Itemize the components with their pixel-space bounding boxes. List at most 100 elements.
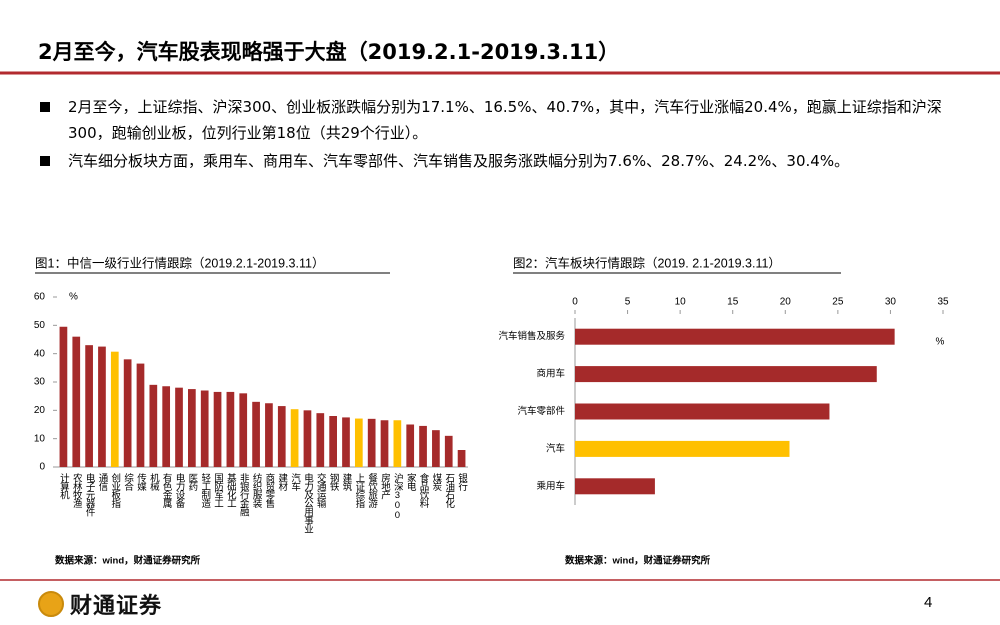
x-tick-label: 轻工制造 [199,472,211,509]
bar [290,409,299,467]
bullet: 汽车细分板块方面，乘用车、商用车、汽车零部件、汽车销售及服务涨跌幅分别为7.6%… [40,148,970,174]
bar [380,420,389,467]
logo-text: 财通证券 [70,594,163,619]
x-tick-label: 家电 [405,472,417,491]
x-tick-label: 30 [885,297,897,308]
x-tick-label: 25 [832,297,844,308]
y-tick-label: 乘用车 [536,480,565,492]
bar [457,450,466,467]
x-tick-label: 0 [572,297,578,308]
bar [575,328,895,345]
x-tick-label: 电力及公用事业 [302,472,314,533]
x-tick-label: 基础化工 [225,472,237,507]
x-tick-label: 创业板指 [109,472,121,509]
x-tick-label: 电力设备 [174,472,186,509]
y-tick-label: 汽车零部件 [517,405,565,417]
page-number: 4 [924,594,933,611]
x-tick-label: 非银行金融 [238,472,250,517]
bar [393,420,402,467]
bar [110,351,119,467]
y-tick-label: 商用车 [536,368,565,380]
bar [329,416,337,467]
bar [188,389,196,467]
x-tick-label: 35 [937,297,949,308]
bar [252,401,260,467]
bar [98,346,106,467]
bar [200,390,209,467]
x-tick-label: 农林牧渔 [71,472,83,508]
bar [239,393,248,467]
bar [575,440,790,457]
bar [136,363,145,467]
bar [162,386,171,467]
x-tick-label: 5 [625,297,631,308]
x-tick-label: 15 [727,297,739,308]
x-tick-label: 钢铁 [328,472,340,492]
x-tick-label: 煤炭 [430,472,442,492]
bar [406,424,415,467]
x-tick-label: 银行 [456,472,468,492]
x-tick-label: 上证综指 [353,473,365,509]
x-tick-label: 食品饮料 [418,472,430,509]
x-tick-label: 传媒 [135,472,147,492]
bar [265,403,273,467]
y-tick-label: 30 [34,377,46,388]
x-tick-label: 有色金属 [161,472,173,509]
y-tick-label: 60 [34,292,46,303]
chart-title: 图2：汽车板块行情跟踪（2019. 2.1-2019.3.11） [513,255,781,270]
bar [419,425,427,467]
bar [316,413,325,467]
bar [59,326,68,467]
y-tick-label: 50 [34,320,46,331]
bar [432,430,440,467]
bar [85,345,93,467]
bar [342,417,350,467]
x-tick-label: 综合 [122,472,134,492]
unit-label: % [936,337,945,348]
source-note: 数据来源：wind，财通证券研究所 [564,555,711,567]
bar [575,403,830,420]
logo-icon [38,591,64,617]
x-tick-label: 石油石化 [443,473,455,509]
bar [277,406,286,467]
bar [303,410,312,467]
x-tick-label: 计算机 [58,472,70,500]
bar [123,359,132,467]
x-tick-label: 餐饮旅游 [366,472,378,509]
bar [175,387,183,467]
bar [354,418,363,467]
x-tick-label: 电子元器件 [84,472,96,517]
y-tick-label: 20 [34,405,46,416]
source-note: 数据来源：wind，财通证券研究所 [54,555,201,567]
x-tick-label: 通信 [96,473,108,492]
x-tick-label: 机械 [148,472,160,492]
slide-title: 2月至今，汽车股表现略强于大盘（2019.2.1-2019.3.11） [38,40,620,64]
y-tick-label: 汽车 [546,442,565,454]
bar [213,391,222,467]
bar [72,336,81,467]
y-tick-label: 汽车销售及服务 [498,330,565,342]
x-tick-label: 汽车 [289,472,301,492]
bar [367,418,376,467]
y-tick-label: 40 [34,348,46,359]
x-tick-label: 商贸零售 [263,472,275,509]
bar [226,391,235,467]
x-tick-label: 纺织服装 [251,472,263,509]
bar [149,384,158,467]
x-tick-label: 建筑 [340,472,352,492]
x-tick-label: 医药 [186,473,198,492]
x-tick-label: 沪深300 [392,472,404,520]
unit-label: % [69,292,78,303]
y-tick-label: 0 [39,462,45,473]
y-tick-label: 10 [34,433,46,444]
x-tick-label: 20 [780,297,792,308]
x-tick-label: 房地产 [379,472,391,500]
bullet: 2月至今，上证综指、沪深300、创业板涨跌幅分别为17.1%、16.5%、40.… [40,94,970,146]
bar [575,478,655,495]
x-tick-label: 国防军工 [212,473,224,507]
x-tick-label: 交通运输 [315,472,327,509]
x-tick-label: 建材 [276,472,288,491]
bullet-list: 2月至今，上证综指、沪深300、创业板涨跌幅分别为17.1%、16.5%、40.… [40,94,970,176]
